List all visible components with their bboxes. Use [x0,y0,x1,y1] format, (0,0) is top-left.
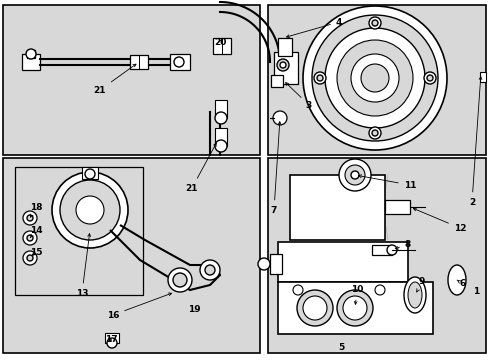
Circle shape [350,54,398,102]
Bar [130,55,148,69]
Circle shape [27,235,33,241]
Ellipse shape [403,277,425,313]
Text: 10: 10 [350,285,363,304]
Text: 3: 3 [285,82,311,109]
Text: 19: 19 [187,306,200,315]
Text: 5: 5 [337,342,344,351]
Text: 2: 2 [468,77,481,207]
Text: 9: 9 [416,278,425,292]
Circle shape [76,196,104,224]
Bar [215,100,226,118]
Circle shape [313,72,325,84]
Bar [278,282,432,334]
Text: 11: 11 [358,175,415,189]
Circle shape [215,140,226,152]
Circle shape [23,211,37,225]
Circle shape [338,159,370,191]
Circle shape [174,57,183,67]
Circle shape [215,112,226,124]
Text: 16: 16 [106,293,171,320]
Circle shape [342,296,366,320]
Circle shape [296,290,332,326]
Text: 4: 4 [286,18,342,37]
Circle shape [85,169,95,179]
Bar [27,50,35,58]
Text: 21: 21 [185,143,216,193]
Text: 21: 21 [94,64,136,95]
Text: 13: 13 [76,234,90,297]
Bar [213,38,230,54]
Bar [3,158,260,353]
Circle shape [325,28,424,128]
Bar [269,254,282,274]
Text: 8: 8 [395,239,410,249]
Circle shape [272,111,286,125]
Circle shape [303,296,326,320]
Ellipse shape [407,282,421,308]
Circle shape [26,49,36,59]
Bar [270,75,283,87]
Circle shape [360,64,388,92]
Circle shape [258,258,269,270]
Circle shape [374,285,384,295]
Circle shape [173,273,186,287]
Circle shape [200,260,220,280]
Circle shape [336,290,372,326]
Text: 18: 18 [30,202,42,217]
Circle shape [316,75,323,81]
Circle shape [311,15,437,141]
Circle shape [371,20,377,26]
Circle shape [23,231,37,245]
Circle shape [345,165,364,185]
Ellipse shape [447,265,465,295]
Circle shape [168,268,192,292]
Bar [15,167,142,295]
Circle shape [336,40,412,116]
Bar [267,5,485,155]
Text: 12: 12 [412,208,465,233]
Bar [82,167,98,179]
Circle shape [350,171,358,179]
Text: 20: 20 [213,37,226,46]
Circle shape [52,172,128,248]
Text: 1: 1 [472,288,478,297]
Text: 14: 14 [30,225,42,238]
Bar [371,245,391,255]
Bar [278,38,291,56]
Circle shape [292,285,303,295]
Bar [273,52,297,84]
Circle shape [107,338,117,348]
Bar [479,72,485,82]
Bar [384,200,409,214]
Circle shape [371,130,377,136]
Circle shape [27,255,33,261]
Text: 15: 15 [30,248,42,257]
Bar [105,333,119,343]
Bar [289,175,384,240]
Bar [215,128,226,146]
Circle shape [386,245,396,255]
Circle shape [368,17,380,29]
Circle shape [276,59,288,71]
Bar [3,5,260,155]
Circle shape [423,72,435,84]
Bar [170,54,190,70]
Circle shape [303,6,446,150]
Circle shape [426,75,432,81]
Text: 6: 6 [456,279,465,288]
Text: 7: 7 [270,122,281,215]
Circle shape [60,180,120,240]
Text: 17: 17 [104,336,117,345]
Circle shape [368,127,380,139]
Circle shape [204,265,215,275]
Circle shape [280,62,285,68]
Bar [22,54,40,70]
Circle shape [27,215,33,221]
Circle shape [23,251,37,265]
Bar [278,242,407,282]
Bar [267,158,485,353]
